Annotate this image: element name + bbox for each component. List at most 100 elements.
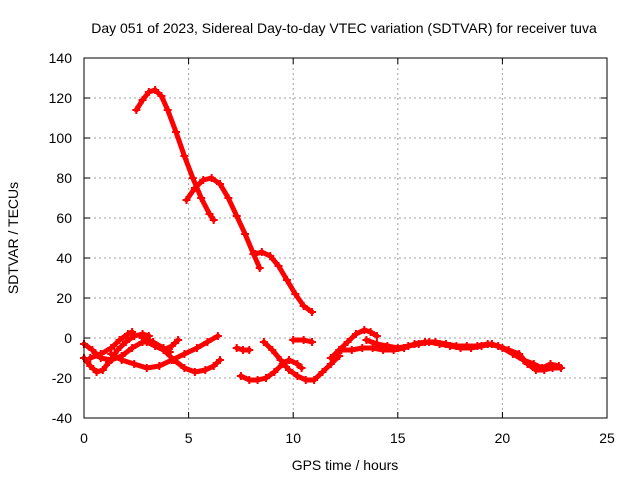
data-point: [326, 354, 335, 362]
data-point: [151, 86, 160, 94]
data-point: [180, 364, 189, 372]
data-point: [257, 248, 266, 256]
data-point: [251, 250, 260, 258]
data-point: [182, 196, 191, 204]
data-point: [113, 346, 122, 354]
data-point: [172, 128, 181, 136]
data-point: [262, 374, 271, 382]
series-arc-11: [236, 356, 306, 384]
data-point: [142, 364, 151, 372]
data-point: [92, 368, 101, 376]
y-tick-label: 100: [49, 130, 73, 146]
data-point: [209, 216, 218, 224]
data-point: [266, 252, 275, 260]
series-arc-10: [232, 344, 254, 354]
plot-frame: [83, 57, 608, 419]
data-point: [308, 338, 317, 346]
series-arc-13: [289, 336, 317, 346]
x-tick-label: 15: [390, 430, 406, 446]
data-point: [241, 230, 250, 238]
chart-title: Day 051 of 2023, Sidereal Day-to-day VTE…: [91, 20, 597, 36]
data-point: [456, 344, 465, 352]
y-tick-label: 80: [56, 170, 72, 186]
data-point: [477, 342, 486, 350]
data-point: [310, 376, 319, 384]
data-point: [123, 330, 132, 338]
data-point: [190, 184, 199, 192]
data-point: [203, 338, 212, 346]
x-tick-label: 0: [80, 430, 88, 446]
data-point: [362, 336, 371, 344]
data-point: [276, 356, 285, 364]
data-point: [159, 346, 168, 354]
data-point: [337, 346, 346, 354]
data-point: [232, 344, 241, 352]
data-series: [80, 86, 565, 384]
data-point: [201, 366, 210, 374]
data-point: [86, 354, 95, 362]
data-point: [383, 342, 392, 350]
data-point: [132, 106, 141, 114]
y-tick-label: -20: [52, 370, 72, 386]
data-point: [297, 364, 306, 372]
data-point: [209, 362, 218, 370]
data-point: [293, 372, 302, 380]
data-point: [446, 342, 455, 350]
data-point: [130, 360, 139, 368]
series-line: [261, 339, 342, 383]
data-point: [268, 346, 277, 354]
data-point: [372, 332, 381, 340]
data-point: [529, 360, 538, 368]
data-point: [368, 344, 377, 352]
data-point: [167, 342, 176, 350]
data-point: [347, 346, 356, 354]
data-point: [151, 342, 160, 350]
series-line: [108, 333, 221, 371]
data-point: [546, 360, 555, 368]
y-tick-label: 0: [64, 330, 72, 346]
data-point: [293, 360, 302, 368]
x-tick-label: 10: [285, 430, 301, 446]
data-point: [215, 356, 224, 364]
data-point: [508, 350, 517, 358]
x-tick-label: 20: [495, 430, 511, 446]
data-point: [318, 368, 327, 376]
data-point: [138, 334, 147, 342]
series-line: [184, 175, 263, 271]
data-point: [435, 340, 444, 348]
data-point: [157, 92, 166, 100]
data-point: [142, 338, 151, 346]
series-arc-9: [142, 336, 183, 354]
axis-ticks: 0 5 10 15 20 25 -40 -20 0 20 40 60 80 100 120 140: [49, 50, 615, 446]
y-tick-label: 60: [56, 210, 72, 226]
data-point: [245, 346, 254, 354]
data-point: [190, 368, 199, 376]
data-point: [188, 174, 197, 182]
data-point: [425, 338, 434, 346]
data-point: [282, 276, 291, 284]
data-point: [107, 350, 116, 358]
data-point: [180, 152, 189, 160]
data-point: [88, 346, 97, 354]
data-point: [255, 264, 264, 272]
data-point: [138, 96, 147, 104]
x-tick-label: 25: [599, 430, 615, 446]
series-arc-2: [182, 174, 264, 272]
data-point: [180, 350, 189, 358]
data-point: [358, 344, 367, 352]
data-point: [224, 194, 233, 202]
data-point: [285, 356, 294, 364]
data-point: [366, 328, 375, 336]
y-axis-label: SDTVAR / TECUs: [5, 182, 21, 294]
data-point: [299, 302, 308, 310]
data-point: [144, 88, 153, 96]
data-point: [98, 366, 107, 374]
series-arc-3: [251, 248, 317, 316]
data-point: [192, 344, 201, 352]
data-point: [487, 340, 496, 348]
data-point: [128, 344, 137, 352]
data-point: [372, 340, 381, 348]
series-line: [133, 87, 217, 223]
data-point: [215, 180, 224, 188]
